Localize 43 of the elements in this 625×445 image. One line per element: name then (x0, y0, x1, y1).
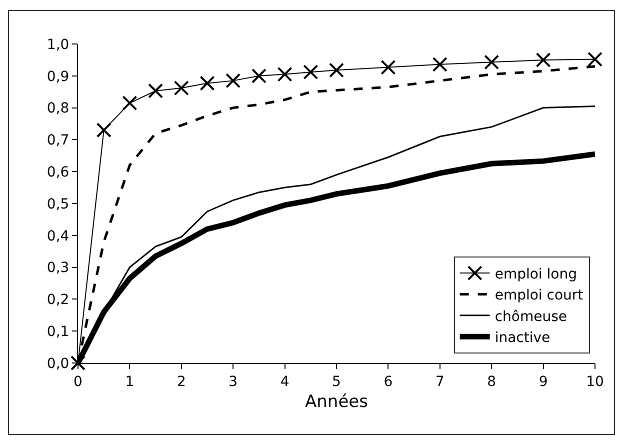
point (148, 83, 164, 98)
y-tick-label: 0,2 (46, 292, 70, 308)
x-tick-label: 9 (538, 374, 548, 390)
point (588, 52, 602, 67)
x-tick-label: 5 (332, 374, 341, 390)
point (122, 96, 138, 111)
point (484, 54, 500, 70)
x-tick-label: 4 (280, 374, 290, 390)
legend-label: emploi court (494, 288, 584, 304)
point (70, 356, 86, 370)
point (226, 73, 241, 88)
point (174, 80, 189, 96)
x-tick-label: 6 (384, 374, 393, 390)
point (200, 76, 215, 91)
y-tick-label: 0,8 (46, 100, 70, 117)
y-tick-label: 0,7 (46, 132, 70, 149)
x-tick-label: 7 (435, 374, 444, 390)
x-tick-label: 10 (586, 374, 604, 390)
x-tick-label: 0 (74, 374, 82, 390)
y-tick-label: 0,9 (46, 68, 70, 85)
point (277, 66, 292, 82)
point (329, 62, 344, 78)
point (380, 60, 396, 75)
x-tick-label: 1 (125, 374, 134, 390)
y-tick-label: 0,5 (46, 196, 70, 212)
y-tick-label: 0,1 (46, 324, 70, 340)
point (432, 56, 448, 72)
y-tick-label: 0,0 (46, 356, 70, 372)
point (303, 64, 318, 80)
x-tick-label: 8 (487, 374, 496, 390)
x-axis-title: Années (305, 392, 368, 412)
y-tick-label: 1,0 (46, 36, 70, 53)
x-tick-label: 2 (176, 374, 186, 390)
y-tick-label: 0,6 (46, 164, 70, 180)
y-tick-label: 0,4 (46, 228, 70, 244)
point (96, 122, 112, 138)
legend-label: inactive (494, 330, 550, 346)
point (251, 68, 266, 84)
point (536, 52, 551, 68)
x-tick-label: 3 (228, 374, 238, 390)
legend-label: emploi long (494, 266, 577, 282)
legend-label: chômeuse (494, 308, 567, 325)
y-tick-label: 0,3 (46, 260, 70, 276)
